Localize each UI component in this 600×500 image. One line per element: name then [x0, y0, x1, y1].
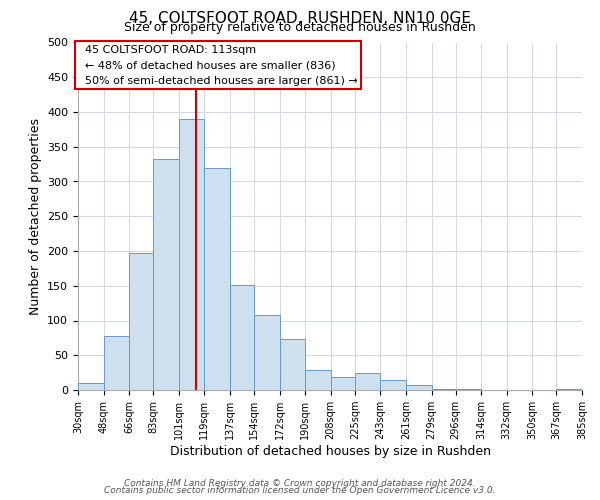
Bar: [355, 374, 380, 390]
Text: Contains public sector information licensed under the Open Government Licence v3: Contains public sector information licen…: [104, 486, 496, 495]
Bar: [331, 377, 355, 390]
Bar: [254, 315, 280, 390]
Bar: [129, 253, 153, 390]
Y-axis label: Number of detached properties: Number of detached properties: [29, 118, 41, 315]
X-axis label: Distribution of detached houses by size in Rushden: Distribution of detached houses by size …: [170, 445, 491, 458]
Text: Size of property relative to detached houses in Rushden: Size of property relative to detached ho…: [124, 21, 476, 34]
Bar: [104, 336, 129, 390]
Bar: [230, 285, 254, 390]
Text: 45, COLTSFOOT ROAD, RUSHDEN, NN10 0GE: 45, COLTSFOOT ROAD, RUSHDEN, NN10 0GE: [129, 11, 471, 26]
Bar: [406, 385, 431, 390]
Text: Contains HM Land Registry data © Crown copyright and database right 2024.: Contains HM Land Registry data © Crown c…: [124, 478, 476, 488]
Bar: [305, 370, 331, 390]
Bar: [431, 388, 455, 390]
Bar: [153, 160, 179, 390]
Bar: [380, 380, 406, 390]
Bar: [280, 340, 305, 390]
Bar: [179, 119, 205, 390]
Bar: [78, 383, 104, 390]
Text: 45 COLTSFOOT ROAD: 113sqm
  ← 48% of detached houses are smaller (836)
  50% of : 45 COLTSFOOT ROAD: 113sqm ← 48% of detac…: [78, 44, 358, 86]
Bar: [205, 168, 230, 390]
